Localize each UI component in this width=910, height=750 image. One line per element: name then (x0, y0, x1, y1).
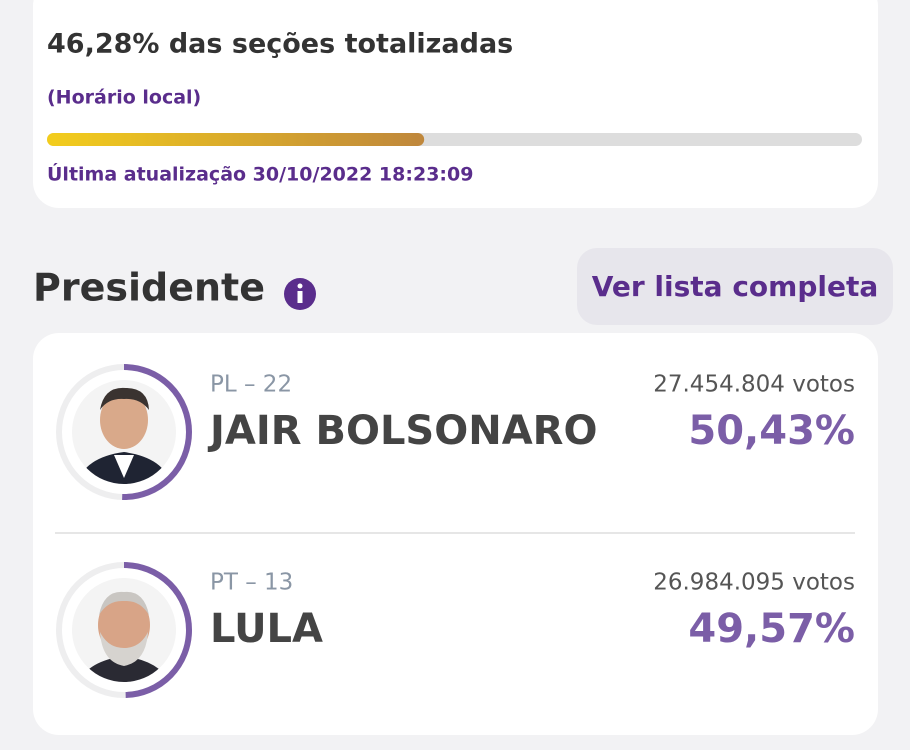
candidate-name: LULA (210, 606, 323, 652)
button-label[interactable]: Ver lista completa (592, 270, 879, 303)
candidate-name: JAIR BOLSONARO (207, 408, 597, 454)
ring-share (56, 562, 192, 698)
ring-share (56, 364, 192, 500)
votes: 27.454.804 votos (653, 372, 855, 398)
section-title: Presidente (33, 266, 265, 310)
info-icon[interactable] (284, 278, 316, 310)
progress-updated: Última atualização 30/10/2022 18:23:09 (47, 162, 473, 186)
progress-title: 46,28% das seções totalizadas (47, 29, 513, 60)
percent: 50,43% (688, 408, 855, 454)
votes: 26.984.095 votos (653, 570, 855, 596)
party: PT – 13 (210, 570, 293, 596)
full-list-button[interactable]: Ver lista completa (577, 248, 893, 325)
progress-subtitle: (Horário local) (47, 87, 201, 109)
progress-card (33, 0, 878, 208)
progress-fill (47, 133, 425, 146)
party: PL – 22 (210, 372, 292, 398)
percent: 49,57% (688, 606, 855, 652)
